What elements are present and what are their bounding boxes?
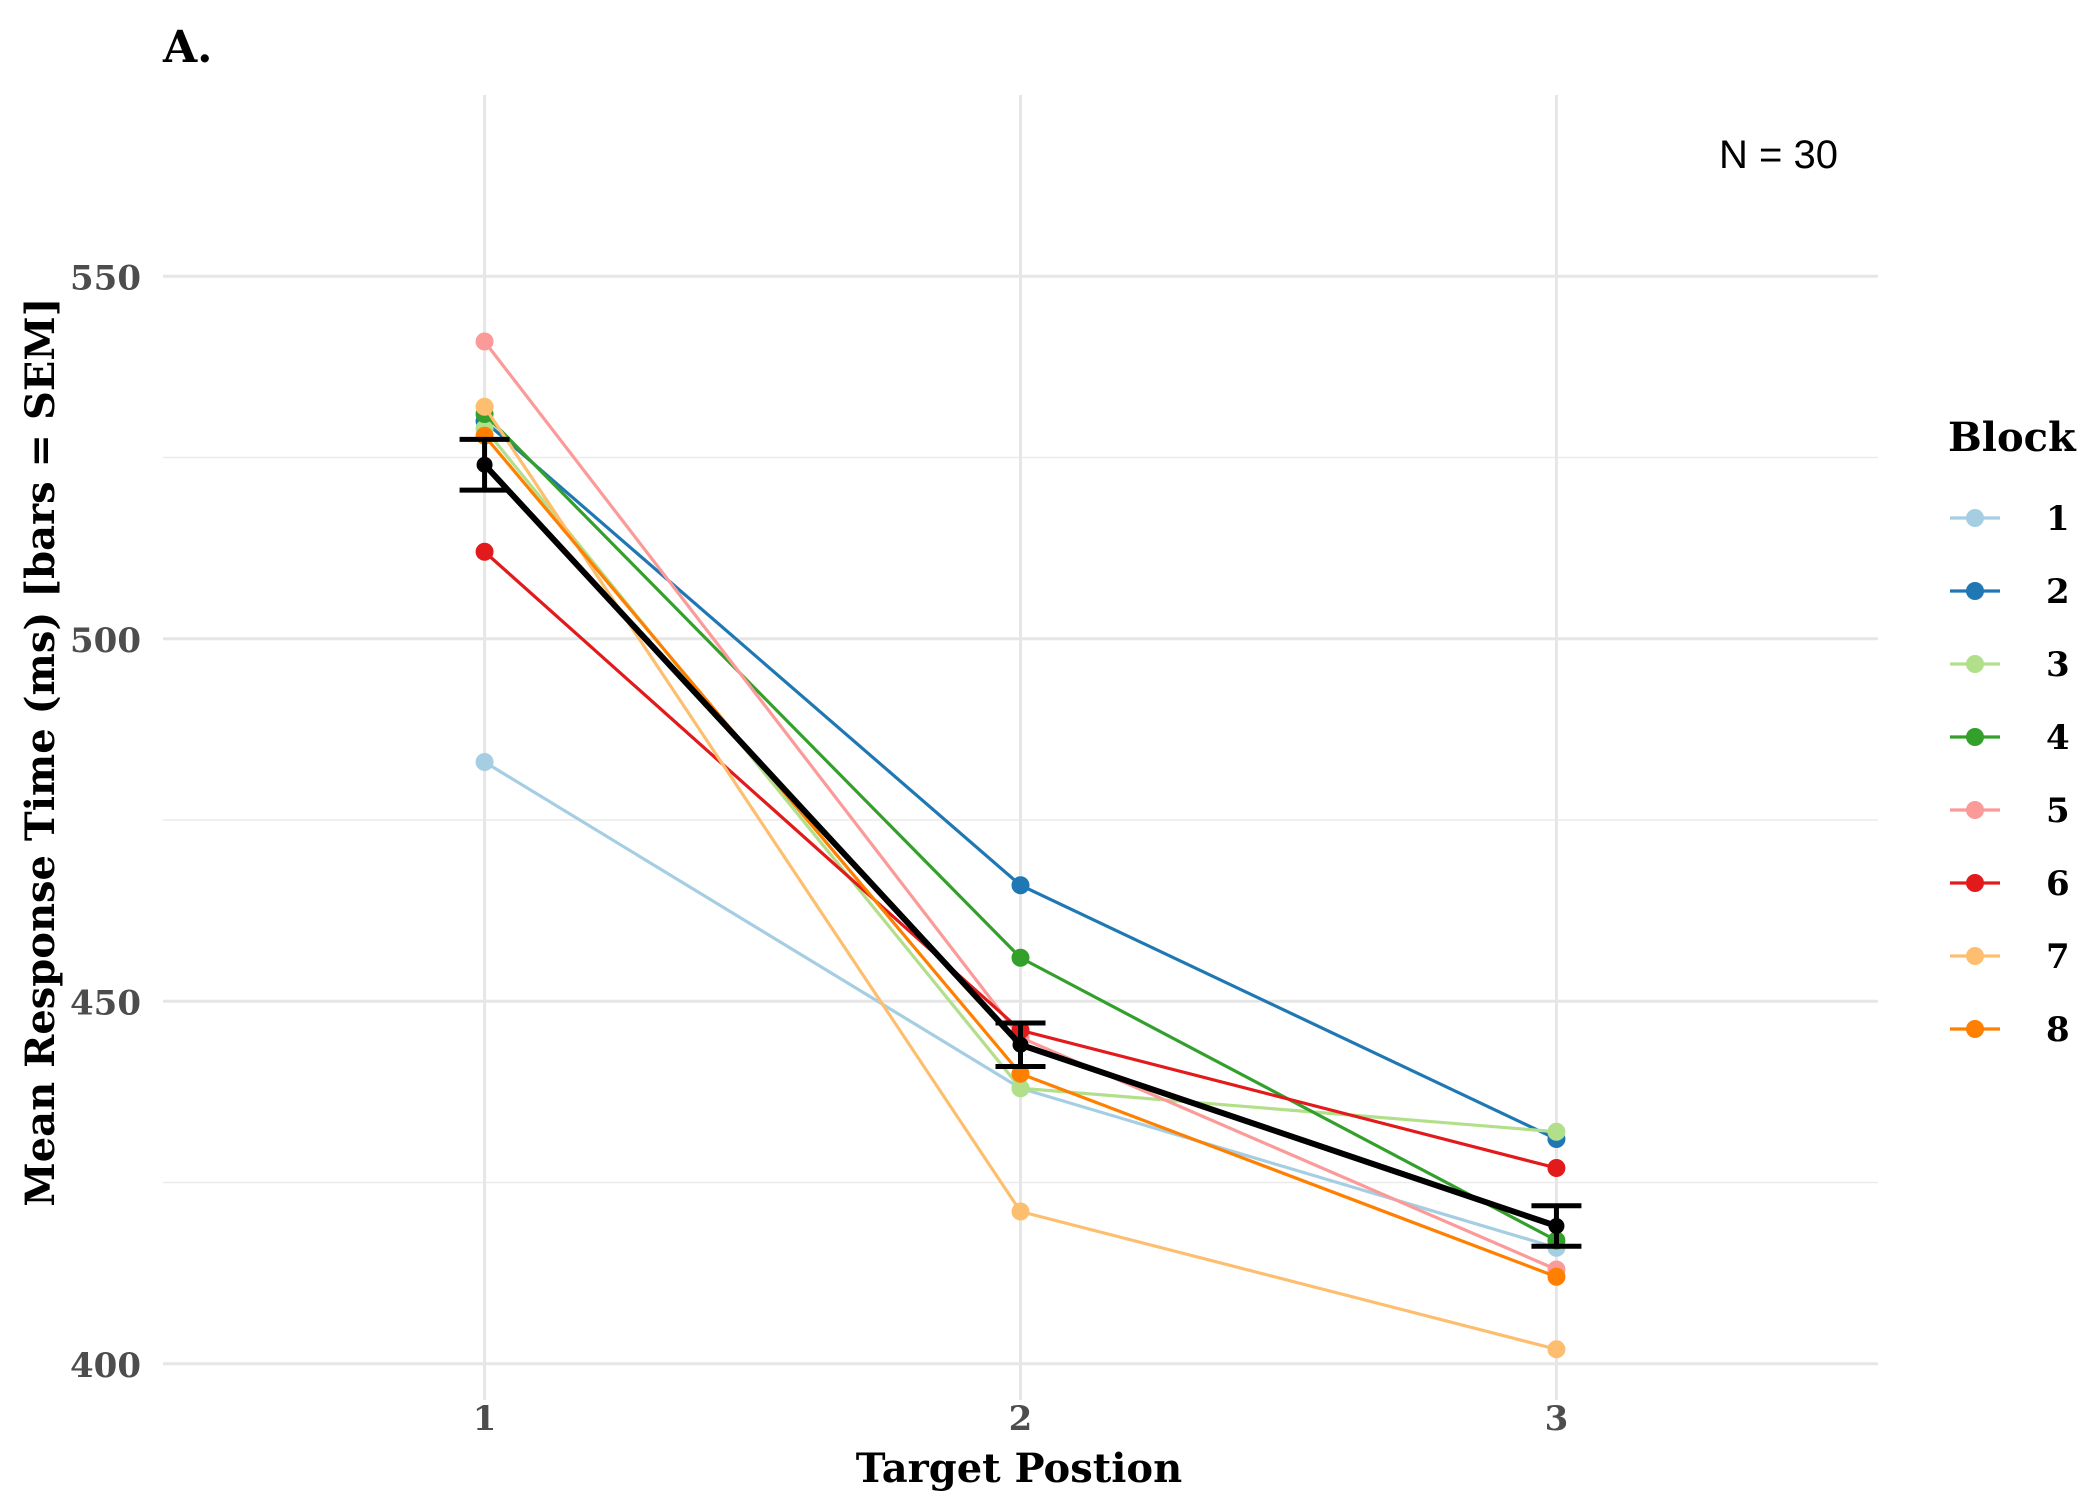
legend-label: 8 xyxy=(2046,1010,2070,1050)
legend-key-point xyxy=(1966,1020,1984,1038)
legend-label: 5 xyxy=(2046,791,2070,831)
legend-item-6: 6 xyxy=(1950,864,2070,904)
x-axis-label: Target Postion xyxy=(856,1445,1182,1492)
series-block-7 xyxy=(475,397,1566,1359)
y-axis-label: Mean Response Time (ms) [bars = SEM] xyxy=(17,297,64,1206)
x-tick-label: 1 xyxy=(473,1399,497,1439)
legend-item-4: 4 xyxy=(1950,718,2070,758)
data-point xyxy=(1011,1079,1030,1098)
y-tick-label: 450 xyxy=(70,983,141,1023)
legend-label: 2 xyxy=(2046,572,2070,612)
data-point xyxy=(1547,1340,1566,1359)
data-point xyxy=(1011,1202,1030,1221)
panel-label: A. xyxy=(162,22,212,73)
legend-label: 6 xyxy=(2046,864,2070,904)
legend-item-3: 3 xyxy=(1950,645,2070,685)
legend-key-point xyxy=(1966,728,1984,746)
y-tick-label: 500 xyxy=(70,621,141,661)
data-point xyxy=(1547,1267,1566,1286)
legend-item-1: 1 xyxy=(1950,499,2070,539)
data-point xyxy=(475,397,494,416)
legend-item-2: 2 xyxy=(1950,572,2070,612)
series-block-8 xyxy=(475,426,1566,1286)
mean-point xyxy=(1548,1218,1565,1234)
legend-key-point xyxy=(1966,582,1984,600)
x-tick-label: 3 xyxy=(1545,1399,1569,1439)
mean-point xyxy=(1012,1036,1029,1053)
legend-item-5: 5 xyxy=(1950,791,2070,831)
legend-item-8: 8 xyxy=(1950,1010,2070,1050)
legend: 1 2 3 4 5 6 7 8 xyxy=(1950,499,2070,1050)
legend-item-7: 7 xyxy=(1950,937,2070,977)
data-point xyxy=(1547,1122,1566,1141)
legend-key-point xyxy=(1966,874,1984,892)
legend-key-point xyxy=(1966,655,1984,673)
annotation-n: N = 30 xyxy=(1719,133,1838,177)
grid xyxy=(163,95,1878,1400)
data-point xyxy=(1011,1064,1030,1083)
data-point xyxy=(475,542,494,561)
legend-title: Block xyxy=(1948,414,2077,461)
data-point xyxy=(475,753,494,771)
y-tick-label: 550 xyxy=(70,258,141,298)
legend-label: 4 xyxy=(2046,718,2070,758)
legend-key-point xyxy=(1966,947,1984,965)
legend-label: 3 xyxy=(2046,645,2070,685)
data-point xyxy=(475,332,494,351)
y-tick-label: 400 xyxy=(70,1346,141,1386)
data-point xyxy=(1011,876,1030,895)
mean-layer xyxy=(459,436,1582,1249)
data-point xyxy=(1011,948,1030,967)
legend-key-point xyxy=(1966,801,1984,819)
x-tick-label: 2 xyxy=(1009,1399,1033,1439)
axes-text: 400 450 500 550 1 2 3 xyxy=(70,258,1568,1439)
legend-key-point xyxy=(1966,509,1984,527)
data-point xyxy=(1547,1159,1566,1177)
series-layer xyxy=(475,332,1566,1359)
legend-label: 1 xyxy=(2046,499,2070,539)
mean-point xyxy=(476,456,493,473)
legend-label: 7 xyxy=(2046,937,2070,977)
